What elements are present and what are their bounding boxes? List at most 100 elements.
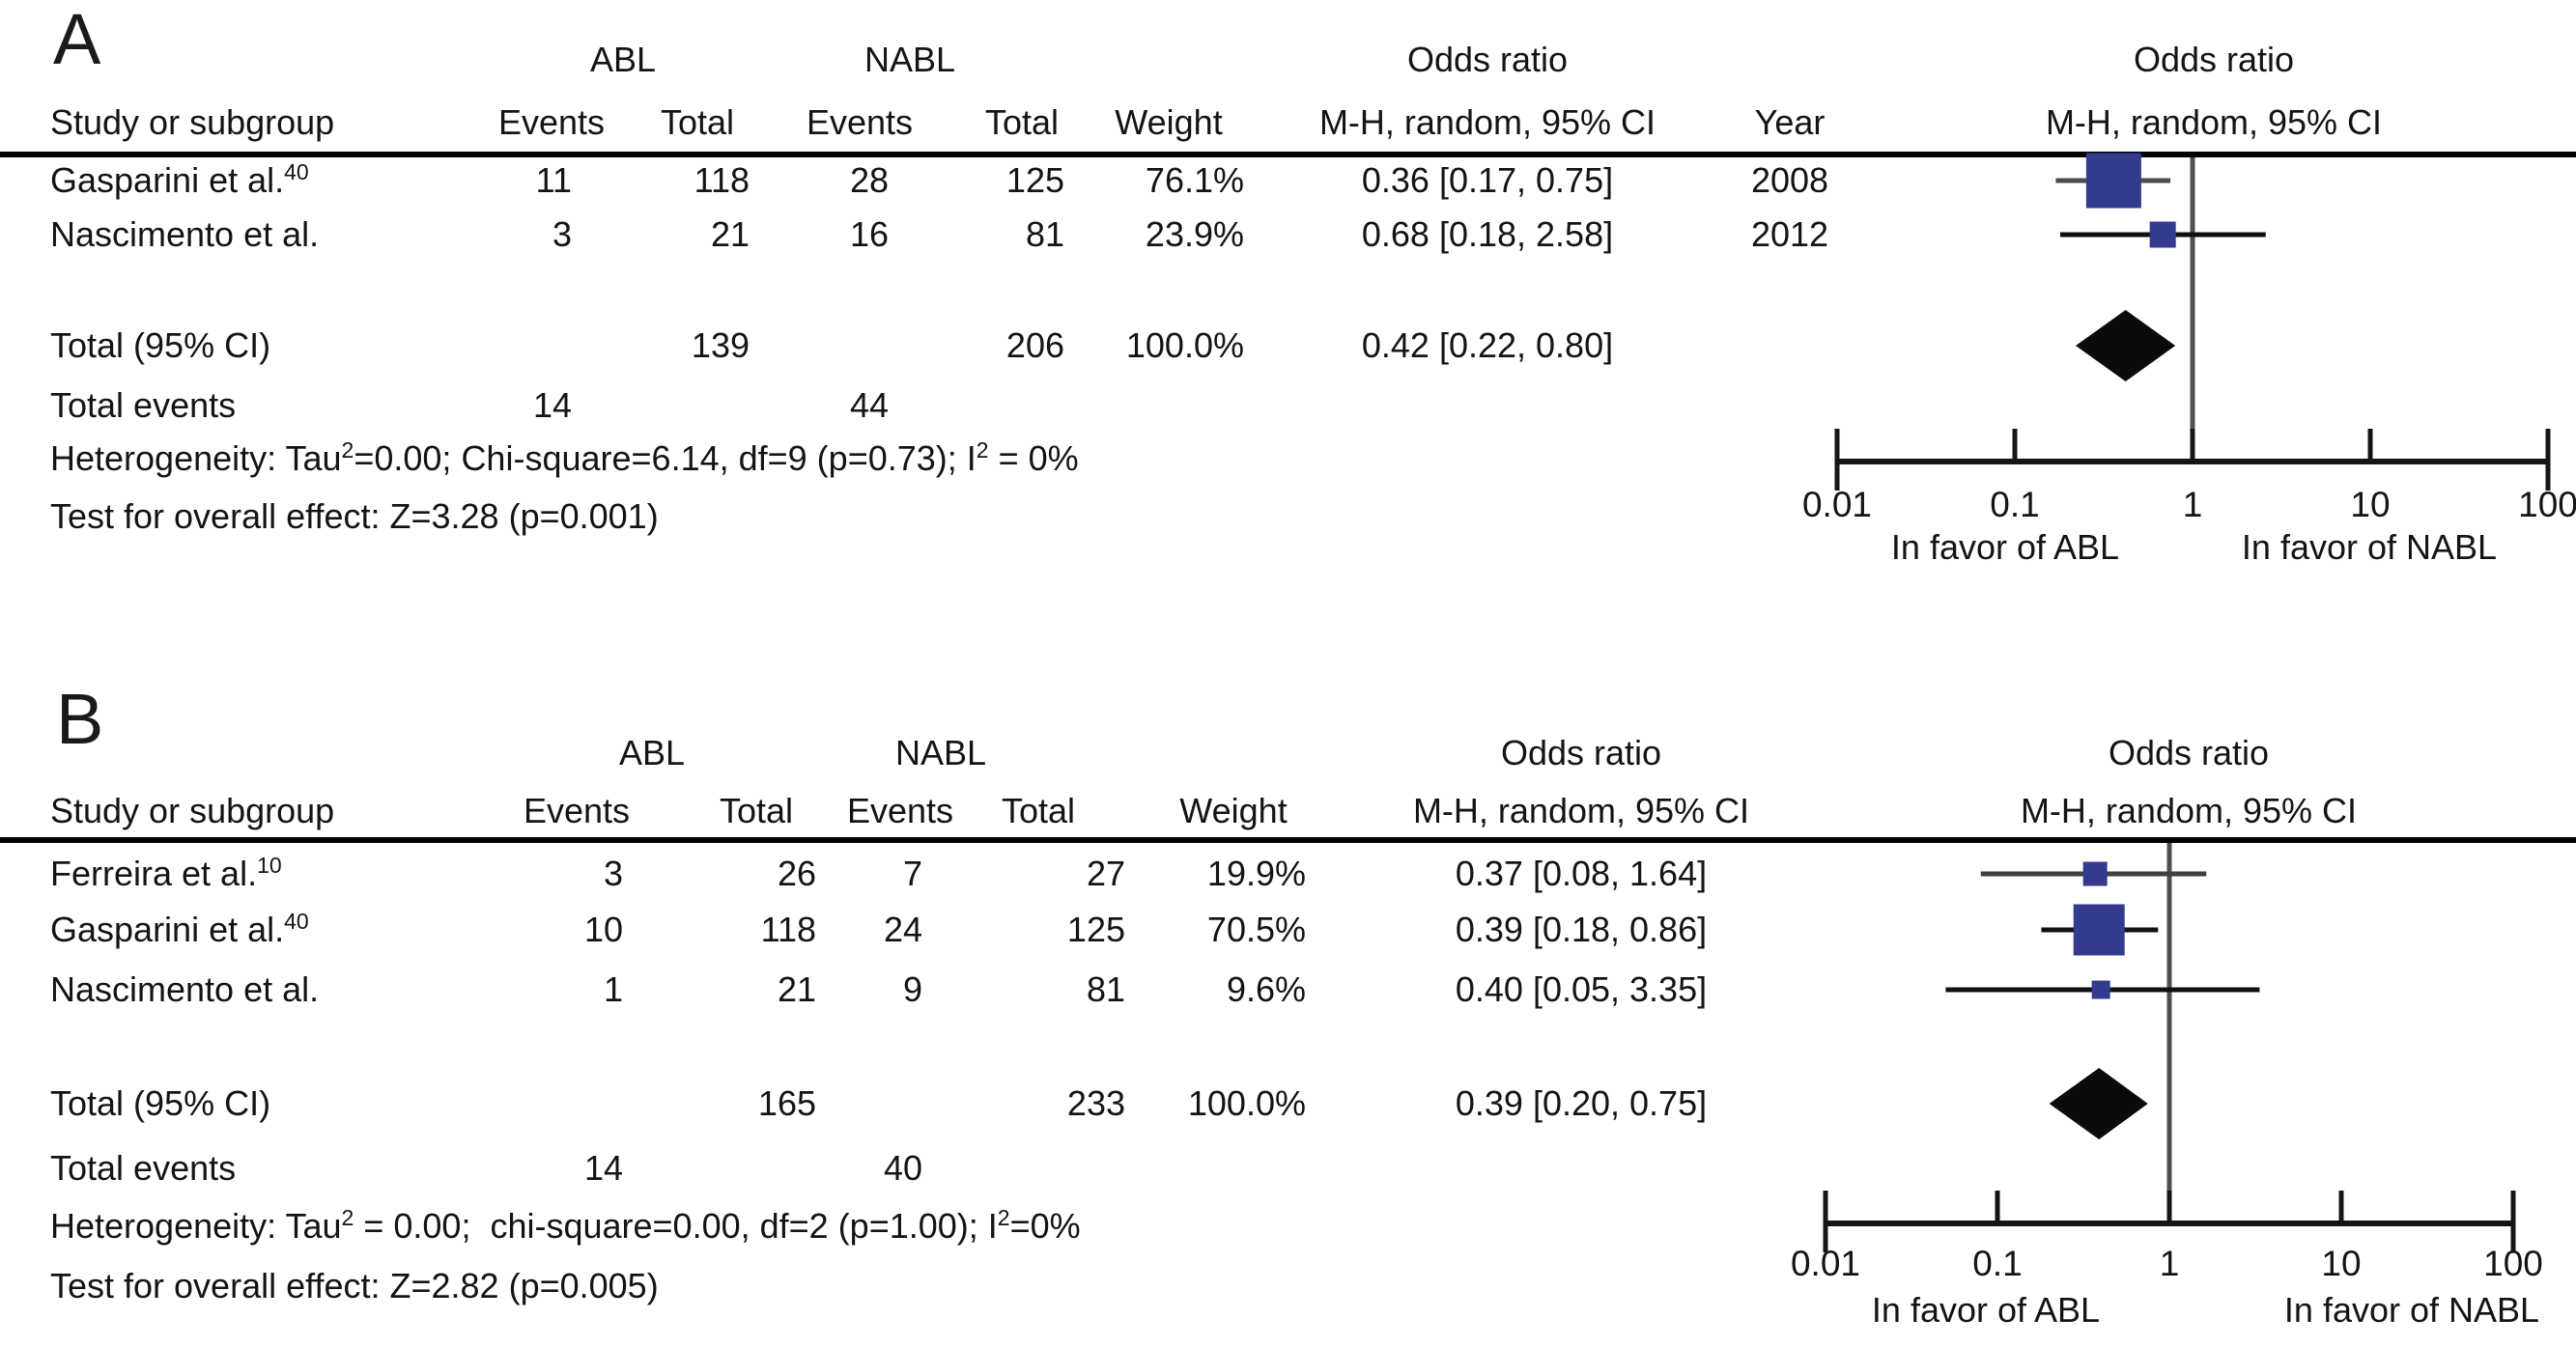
or-ci-value: 0.39 [0.18, 0.86] <box>1455 910 1708 949</box>
events-nabl-value: 9 <box>902 969 922 1009</box>
col-header-study: Study or subgroup <box>50 791 335 830</box>
col-header-weight: Weight <box>1179 791 1288 830</box>
events-nabl-value: 7 <box>902 854 922 893</box>
study-name-text: Gasparini et al. <box>50 160 285 200</box>
het-superscript: 2 <box>997 1205 1010 1230</box>
study-name-text: Ferreira et al. <box>50 854 258 893</box>
year-value: 2008 <box>1750 160 1829 200</box>
het-text: = 0.00; chi-square=0.00, df=2 (p=1.00); … <box>354 1206 998 1246</box>
favor-right-label: In favor of NABL <box>2283 1290 2540 1330</box>
group-header-odds-ratio-text: Odds ratio <box>1500 733 1662 772</box>
het-text: = 0% <box>988 438 1079 478</box>
overall-effect-line: Test for overall effect: Z=3.28 (p=0.001… <box>50 496 659 536</box>
col-header-total-nabl: Total <box>1001 791 1076 830</box>
events-nabl-value: 16 <box>849 214 889 254</box>
total-nabl-value: 81 <box>1025 214 1064 254</box>
het-superscript: 2 <box>341 437 354 463</box>
total-nabl-value: 81 <box>1086 969 1125 1009</box>
group-header-odds-ratio-plot: Odds ratio <box>2133 40 2295 79</box>
group-header-odds-ratio-plot: Odds ratio <box>2108 733 2270 772</box>
total-or-ci: 0.42 [0.22, 0.80] <box>1361 325 1614 365</box>
study-weight-square <box>2085 153 2141 209</box>
group-header-nabl: NABL <box>894 733 987 772</box>
total-abl-sum: 139 <box>691 325 750 365</box>
weight-value: 76.1% <box>1145 160 1244 200</box>
het-text: Heterogeneity: Tau <box>50 1206 342 1246</box>
group-header-nabl: NABL <box>863 40 956 79</box>
events-abl-value: 1 <box>603 969 623 1009</box>
col-header-year: Year <box>1754 102 1826 142</box>
study-weight-square <box>2082 861 2108 886</box>
study-ref-superscript: 40 <box>284 909 309 934</box>
panel-b-label: B <box>56 679 104 759</box>
events-abl-value: 3 <box>552 214 572 254</box>
col-header-mh-ci-text: M-H, random, 95% CI <box>1412 791 1750 830</box>
total-events-abl: 14 <box>532 385 572 425</box>
axis-tick-label: 100 <box>2518 485 2576 524</box>
total-weight: 100.0% <box>1125 325 1244 365</box>
weight-value: 19.9% <box>1206 854 1306 893</box>
axis-tick-label: 0.1 <box>1990 485 2039 524</box>
study-weight-square <box>2091 980 2110 999</box>
study-weight-square <box>2149 221 2176 248</box>
weight-value: 70.5% <box>1206 910 1306 949</box>
total-weight: 100.0% <box>1187 1083 1306 1123</box>
study-name: Gasparini et al.40 <box>50 908 309 956</box>
or-ci-value: 0.36 [0.17, 0.75] <box>1361 160 1614 200</box>
study-name: Ferreira et al.10 <box>50 852 282 900</box>
favor-right-label: In favor of NABL <box>2241 527 2498 567</box>
total-nabl-sum: 206 <box>1005 325 1064 365</box>
total-abl-value: 118 <box>760 910 816 949</box>
col-header-mh-ci-plot: M-H, random, 95% CI <box>2045 102 2383 142</box>
study-ref-superscript: 10 <box>257 853 282 878</box>
col-header-events-nabl: Events <box>806 102 914 142</box>
total-abl-value: 21 <box>710 214 750 254</box>
or-ci-value: 0.40 [0.05, 3.35] <box>1455 969 1708 1009</box>
study-name: Nascimento et al. <box>50 212 319 261</box>
col-header-events-abl: Events <box>497 102 606 142</box>
study-name: Gasparini et al.40 <box>50 158 309 207</box>
total-nabl-value: 125 <box>1066 910 1125 949</box>
col-header-mh-ci-text: M-H, random, 95% CI <box>1318 102 1656 142</box>
year-value: 2012 <box>1750 214 1829 254</box>
total-abl-sum: 165 <box>757 1083 816 1123</box>
col-header-weight: Weight <box>1115 102 1223 142</box>
col-header-study: Study or subgroup <box>50 102 335 142</box>
het-text: Heterogeneity: Tau <box>50 438 342 478</box>
events-abl-value: 10 <box>583 910 623 949</box>
total-events-label: Total events <box>50 1148 237 1188</box>
events-abl-value: 3 <box>603 854 623 893</box>
favor-left-label: In favor of ABL <box>1871 1290 2101 1330</box>
study-name-text: Gasparini et al. <box>50 910 285 949</box>
axis-tick-label: 0.01 <box>1802 485 1872 524</box>
total-row-label: Total (95% CI) <box>50 325 271 365</box>
col-header-events-nabl: Events <box>846 791 954 830</box>
het-text: =0% <box>1009 1206 1081 1246</box>
col-header-total-abl: Total <box>660 102 735 142</box>
axis-tick-label: 10 <box>2350 485 2390 524</box>
study-weight-square <box>2073 904 2125 956</box>
axis-tick-label: 100 <box>2483 1244 2543 1283</box>
total-events-nabl: 44 <box>849 385 889 425</box>
het-superscript: 2 <box>976 437 989 463</box>
favor-left-label: In favor of ABL <box>1890 527 2120 567</box>
study-name-text: Nascimento et al. <box>50 969 320 1009</box>
summary-diamond <box>2049 1068 2148 1139</box>
total-or-ci: 0.39 [0.20, 0.75] <box>1455 1083 1708 1123</box>
header-rule <box>0 152 2576 157</box>
axis-tick-label: 10 <box>2321 1244 2361 1283</box>
weight-value: 23.9% <box>1145 214 1244 254</box>
events-nabl-value: 28 <box>849 160 889 200</box>
weight-value: 9.6% <box>1226 969 1306 1009</box>
axis-tick-label: 1 <box>2183 485 2203 524</box>
events-nabl-value: 24 <box>883 910 922 949</box>
or-ci-value: 0.68 [0.18, 2.58] <box>1361 214 1614 254</box>
study-name: Nascimento et al. <box>50 968 319 1016</box>
heterogeneity-line: Heterogeneity: Tau 2 = 0.00; chi-square=0… <box>50 1204 1081 1252</box>
heterogeneity-line: Heterogeneity: Tau2=0.00; Chi-square=6.1… <box>50 436 1079 485</box>
axis-tick-label: 1 <box>2160 1244 2180 1283</box>
col-header-events-abl: Events <box>523 791 631 830</box>
study-ref-superscript: 40 <box>284 159 309 184</box>
total-nabl-value: 27 <box>1086 854 1125 893</box>
